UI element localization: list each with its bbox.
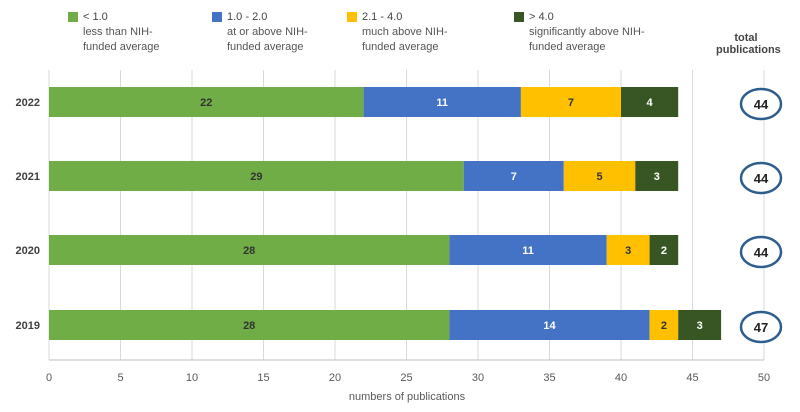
data-label-2019-series-3: 3 (697, 320, 703, 332)
total-circle-2022 (739, 87, 783, 121)
legend-description-1-1: funded average (227, 41, 304, 53)
data-label-2020-series-2: 3 (625, 245, 631, 257)
total-value-2019: 47 (754, 320, 768, 335)
totals-header-line-2: publications (716, 44, 781, 56)
bar-2019-series-1 (449, 310, 650, 340)
legend-swatch-3 (514, 12, 524, 22)
legend-description-3-1: funded average (529, 41, 606, 53)
data-label-2022-series-3: 4 (647, 97, 654, 109)
data-label-2022-series-2: 7 (568, 97, 574, 109)
bar-2019-series-3 (678, 310, 722, 340)
legend-description-0-0: less than NIH- (83, 26, 153, 38)
x-tick-label-35: 35 (543, 372, 555, 384)
x-axis-title: numbers of publications (349, 391, 466, 403)
legend-swatch-2 (347, 12, 357, 22)
legend-text-2: 2.1 - 4.0 much above NIH-funded average (362, 10, 448, 55)
total-circle-2019 (739, 310, 783, 344)
bar-2021-series-3 (635, 161, 679, 191)
data-label-2019-series-0: 28 (243, 320, 255, 332)
bar-2021-series-1 (463, 161, 564, 191)
x-tick-label-15: 15 (257, 372, 269, 384)
legend-range-3: > 4.0 (529, 11, 554, 23)
data-label-2022-series-0: 22 (200, 97, 212, 109)
data-label-2021-series-0: 29 (250, 171, 262, 183)
category-label-2020: 2020 (16, 245, 40, 257)
bar-2022-series-2 (520, 87, 621, 117)
x-tick-label-5: 5 (117, 372, 123, 384)
totals-header: total publications (716, 32, 781, 56)
bar-2020-series-2 (606, 235, 650, 265)
bar-2022-series-0 (49, 87, 364, 117)
legend-description-2-0: much above NIH- (362, 26, 448, 38)
total-value-2021: 44 (754, 171, 769, 186)
legend-swatch-1 (212, 12, 222, 22)
category-label-2019: 2019 (16, 320, 40, 332)
x-tick-label-0: 0 (46, 372, 52, 384)
x-tick-label-30: 30 (472, 372, 484, 384)
x-tick-label-45: 45 (686, 372, 698, 384)
x-tick-label-50: 50 (758, 372, 770, 384)
category-label-2021: 2021 (16, 171, 40, 183)
totals-header-line-1: total (734, 32, 758, 44)
data-label-2022-series-1: 11 (436, 97, 448, 109)
legend-range-1: 1.0 - 2.0 (227, 11, 268, 23)
bar-2022-series-3 (621, 87, 679, 117)
total-circle-2020 (739, 235, 783, 269)
legend-text-3: > 4.0 significantly above NIH-funded aver… (529, 10, 645, 55)
data-label-2021-series-1: 7 (511, 171, 517, 183)
data-label-2020-series-0: 28 (243, 245, 255, 257)
bar-2021-series-2 (563, 161, 636, 191)
legend-range-0: < 1.0 (83, 11, 108, 23)
legend-description-0-1: funded average (83, 41, 160, 53)
total-value-2022: 44 (754, 97, 769, 112)
bar-2019-series-0 (49, 310, 450, 340)
legend-item-2: 2.1 - 4.0 much above NIH-funded average (347, 10, 448, 55)
x-tick-label-40: 40 (615, 372, 627, 384)
x-tick-label-20: 20 (329, 372, 341, 384)
total-circle-2021 (739, 161, 783, 195)
legend-description-1-0: at or above NIH- (227, 26, 308, 38)
data-label-2020-series-3: 2 (661, 245, 667, 257)
bar-2020-series-3 (649, 235, 679, 265)
x-tick-label-25: 25 (400, 372, 412, 384)
legend-item-3: > 4.0 significantly above NIH-funded aver… (514, 10, 645, 55)
data-label-2019-series-1: 14 (543, 320, 556, 332)
legend-text-1: 1.0 - 2.0 at or above NIH-funded average (227, 10, 308, 55)
legend-description-2-1: funded average (362, 41, 439, 53)
data-label-2021-series-3: 3 (654, 171, 660, 183)
legend-item-0: < 1.0 less than NIH-funded average (68, 10, 159, 55)
bar-2019-series-2 (649, 310, 679, 340)
legend-range-2: 2.1 - 4.0 (362, 11, 403, 23)
data-label-2019-series-2: 2 (661, 320, 667, 332)
legend-description-3-0: significantly above NIH- (529, 26, 645, 38)
bar-2020-series-1 (449, 235, 607, 265)
data-label-2021-series-2: 5 (596, 171, 602, 183)
bar-2021-series-0 (49, 161, 464, 191)
bar-2022-series-1 (363, 87, 521, 117)
x-tick-label-10: 10 (186, 372, 198, 384)
bar-2020-series-0 (49, 235, 450, 265)
legend-text-0: < 1.0 less than NIH-funded average (83, 10, 159, 55)
legend-item-1: 1.0 - 2.0 at or above NIH-funded average (212, 10, 308, 55)
category-label-2022: 2022 (16, 97, 40, 109)
legend-swatch-0 (68, 12, 78, 22)
total-value-2020: 44 (754, 245, 769, 260)
data-label-2020-series-1: 11 (522, 245, 534, 257)
